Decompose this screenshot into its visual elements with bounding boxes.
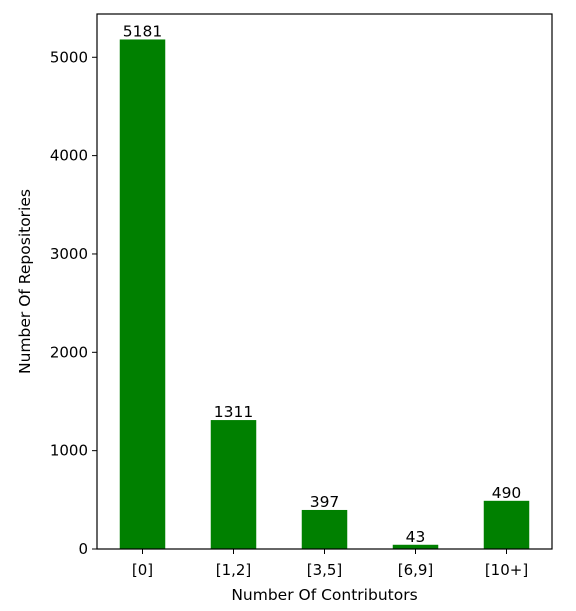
- bar-value-label: 1311: [214, 403, 253, 421]
- bar-value-label: 5181: [123, 22, 162, 40]
- plot-area-frame: [96, 13, 553, 550]
- bars-group: [119, 39, 530, 550]
- bar: [392, 544, 439, 549]
- y-tick-label: 4000: [50, 147, 88, 165]
- bar: [483, 500, 530, 549]
- x-tick-label: [1,2]: [216, 561, 252, 579]
- y-tick-label: 3000: [50, 245, 88, 263]
- x-tick-label: [3,5]: [307, 561, 343, 579]
- y-axis-label: Number Of Repositories: [16, 189, 34, 374]
- bar: [210, 420, 257, 549]
- x-axis-ticks: [0] [1,2] [3,5] [6,9] [10+]: [132, 549, 528, 579]
- y-tick-label: 1000: [50, 442, 88, 460]
- x-tick-label: [6,9]: [398, 561, 434, 579]
- bar-value-label: 397: [310, 493, 340, 511]
- x-axis-label: Number Of Contributors: [231, 586, 417, 604]
- y-axis-ticks: 0 1000 2000 3000 4000 5000: [50, 48, 97, 558]
- x-tick-label: [0]: [132, 561, 153, 579]
- data-labels-group: 5181 1311 397 43 490: [123, 22, 522, 545]
- y-tick-label: 0: [78, 540, 88, 558]
- y-tick-label: 5000: [50, 48, 88, 66]
- bar: [301, 509, 348, 549]
- bar-value-label: 490: [492, 484, 522, 502]
- bar-value-label: 43: [406, 528, 426, 546]
- bar: [119, 39, 166, 550]
- y-tick-label: 2000: [50, 343, 88, 361]
- x-tick-label: [10+]: [485, 561, 528, 579]
